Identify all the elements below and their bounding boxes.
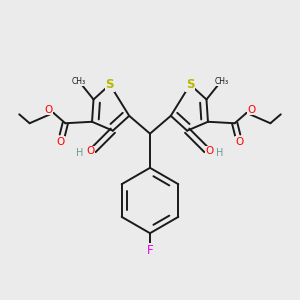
Text: H: H (76, 148, 84, 158)
Text: O: O (44, 105, 52, 115)
Text: O: O (235, 137, 243, 147)
Text: O: O (86, 146, 95, 157)
Text: CH₃: CH₃ (72, 76, 86, 85)
Text: S: S (106, 78, 114, 91)
Text: O: O (248, 105, 256, 115)
Text: CH₃: CH₃ (214, 76, 228, 85)
Text: O: O (57, 137, 65, 147)
Text: O: O (205, 146, 214, 157)
Text: S: S (186, 78, 194, 91)
Text: H: H (216, 148, 224, 158)
Text: F: F (147, 244, 153, 257)
